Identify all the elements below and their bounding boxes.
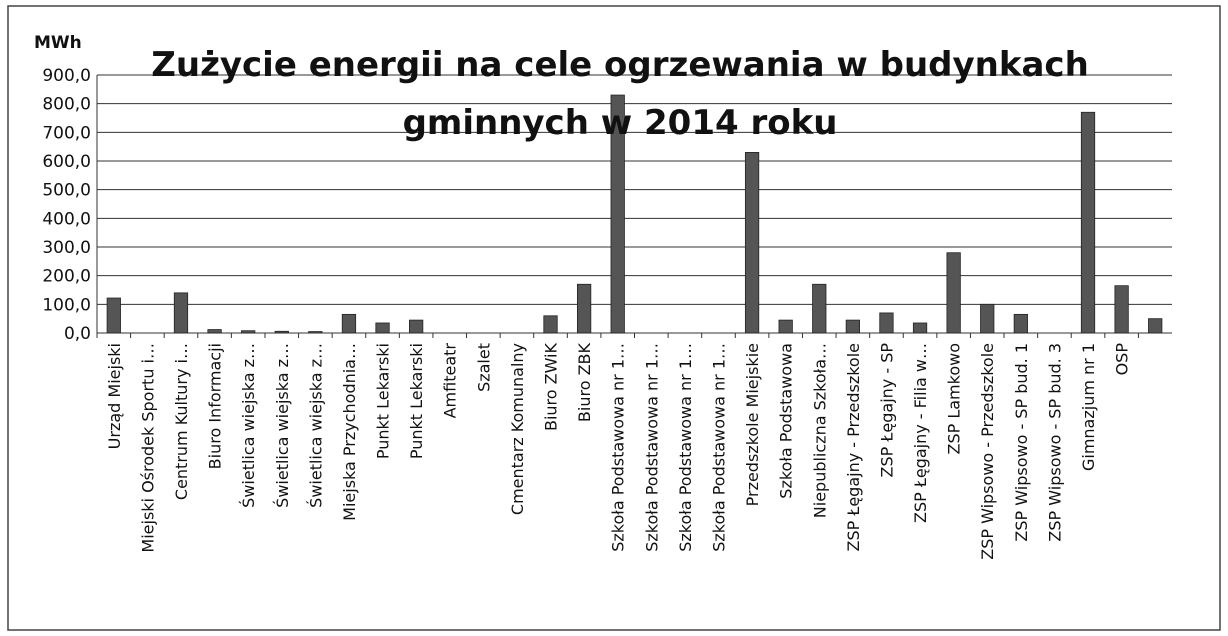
x-tick-label: ZSP Wipsowo - Przedszkole (978, 343, 997, 560)
y-tick-label: 900,0 (42, 66, 91, 86)
bar (207, 329, 222, 334)
y-tick-label: 200,0 (42, 267, 91, 287)
x-tick-label: Świetlica wiejska z… (273, 343, 292, 508)
bar (173, 292, 189, 334)
x-tick-label: ZSP Łęgajny - Filia w… (911, 343, 930, 523)
chart-border (7, 5, 1221, 631)
y-tick-label: 300,0 (42, 238, 91, 258)
x-tick-label: ZSP Lamkowo (945, 343, 964, 455)
y-tick-label: 100,0 (42, 295, 91, 315)
x-tick-label: Niepubliczna Szkoła… (810, 343, 829, 518)
bar (879, 312, 894, 334)
bar (610, 94, 625, 334)
x-tick-label: Szkoła Podstawowa nr 1… (609, 343, 628, 552)
x-tick-label: Szkoła Podstawowa (777, 343, 796, 499)
x-tick-label: Punkt Lekarski (407, 343, 426, 459)
x-tick-label: Miejski Ośrodek Sportu i… (138, 343, 157, 553)
y-tick-label: 500,0 (42, 181, 91, 201)
x-tick-label: OSP (1113, 343, 1132, 376)
bar (1013, 313, 1028, 334)
x-tick-label: Cmentarz Komunalny (508, 343, 527, 515)
x-tick-label: Szkoła Podstawowa nr 1… (642, 343, 661, 552)
x-tick-label: ZSP Wipsowo - SP bud. 3 (1045, 343, 1064, 542)
x-tick-label: Szkoła Podstawowa nr 1… (709, 343, 728, 552)
bar (308, 331, 323, 334)
x-tick-label: Centrum Kultury i… (172, 343, 191, 500)
bar (241, 330, 256, 334)
chart-title: Zużycie energii na cele ogrzewania w bud… (151, 45, 1089, 143)
bar (812, 283, 827, 334)
x-tick-label: ZSP Wipsowo - SP bud. 1 (1012, 343, 1031, 542)
bar (845, 319, 860, 334)
bar (1114, 285, 1129, 334)
bar (980, 303, 995, 334)
x-tick-label: Biuro ZBK (575, 342, 594, 422)
bar (375, 322, 390, 334)
x-tick-label: Biuro Informacji (206, 343, 225, 469)
x-tick-label: Świetlica wiejska z… (239, 343, 258, 508)
bar (341, 313, 357, 334)
bar (543, 315, 558, 334)
x-tick-label: Punkt Lekarski (374, 343, 393, 459)
bar (1080, 111, 1096, 334)
x-tick-label: Urząd Miejski (105, 343, 124, 449)
bar (946, 252, 961, 334)
y-tick-label: 600,0 (42, 152, 91, 172)
y-axis-label: MWh (34, 33, 82, 53)
x-tick-label: Gimnazjum nr 1 (1079, 343, 1098, 471)
x-tick-label: Szkoła Podstawowa nr 1… (676, 343, 695, 552)
bar (106, 297, 121, 334)
x-tick-label: ZSP Łęgajny - Przedszkole (844, 343, 863, 552)
x-tick-label: Przedszkole Miejskie (743, 343, 762, 506)
y-tick-label: 400,0 (42, 209, 91, 229)
bar (912, 322, 928, 334)
x-tick-label: Miejska Przychodnia… (340, 343, 359, 521)
x-tick-label: Świetlica wiejska z… (306, 343, 325, 508)
x-tick-label: Amfiteatr (441, 343, 460, 419)
y-tick-label: 700,0 (42, 123, 91, 143)
bar (576, 283, 592, 334)
y-tick-label: 800,0 (42, 95, 91, 115)
x-tick-label: Szalet (474, 343, 493, 392)
bar (778, 319, 793, 334)
y-tick-label: 0,0 (64, 324, 91, 344)
bar (1148, 318, 1163, 334)
x-tick-label: ZSP Łęgajny - SP (877, 343, 896, 478)
bar (409, 319, 424, 334)
bar (744, 151, 760, 334)
bar (274, 330, 289, 334)
x-tick-label: Biuro ZWiK (542, 342, 561, 431)
